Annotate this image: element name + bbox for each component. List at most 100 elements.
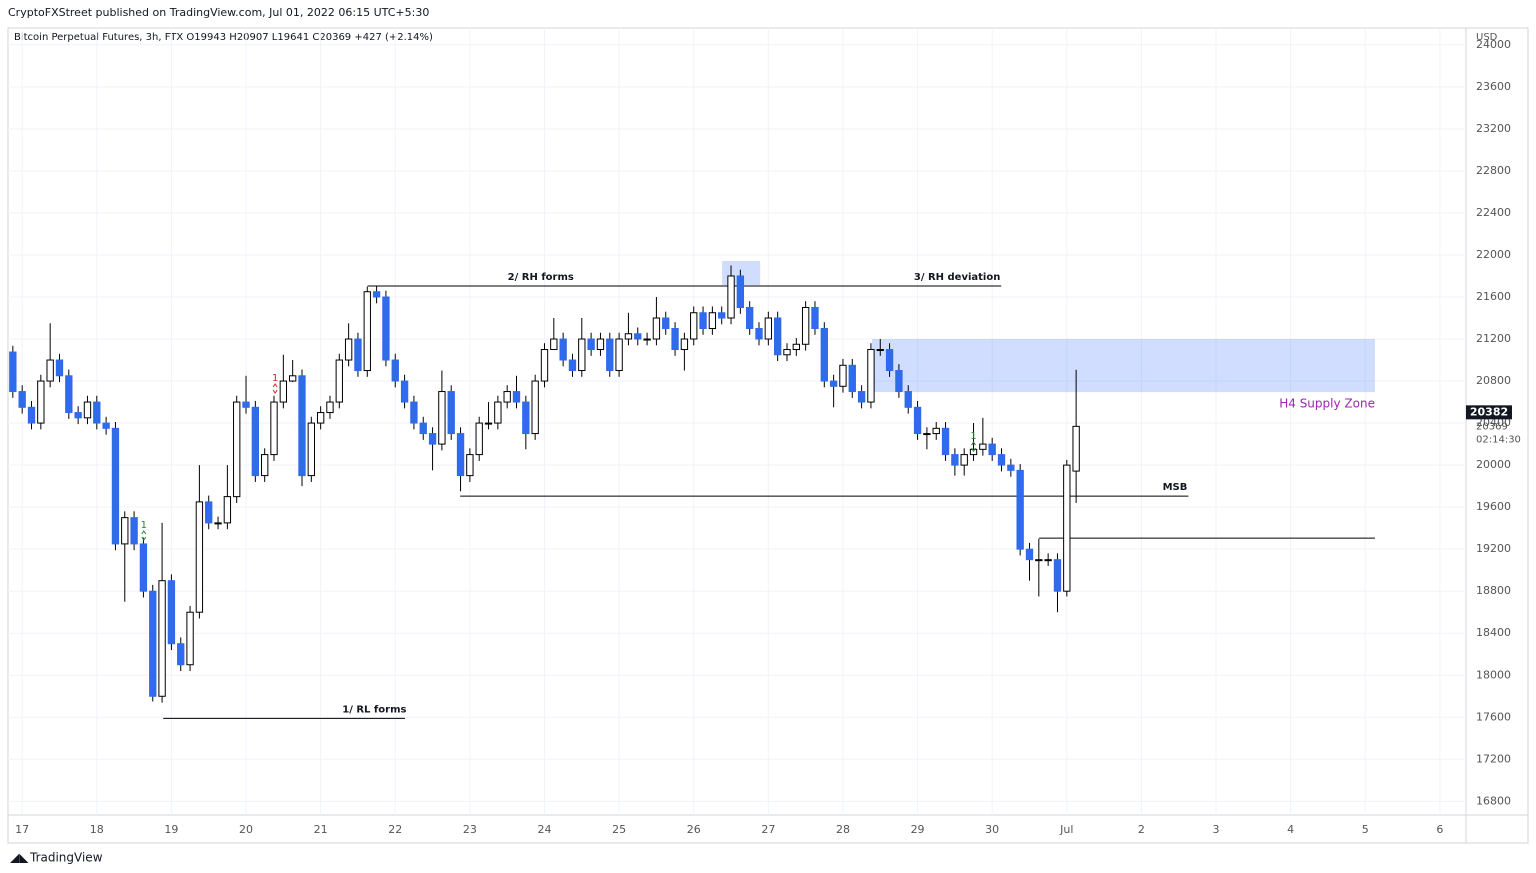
candle-body	[885, 349, 894, 372]
candle-body	[540, 349, 549, 382]
countdown-label: 02:14:30	[1476, 434, 1521, 445]
candle-body	[652, 317, 661, 340]
candle-body	[372, 291, 381, 298]
candle-body	[186, 611, 194, 666]
candle-body	[410, 401, 418, 424]
candle-body	[839, 364, 847, 387]
published-line: CryptoFXStreet published on TradingView.…	[8, 6, 429, 19]
candle-body	[419, 422, 427, 435]
x-tick-label: 17	[15, 823, 29, 836]
candle-body	[139, 543, 148, 592]
zone	[872, 339, 1375, 393]
x-tick-label: 22	[388, 823, 402, 836]
x-tick-label: 3	[1213, 823, 1220, 836]
candle-body	[848, 364, 856, 393]
candle-body	[466, 454, 474, 477]
candle-body	[195, 501, 204, 613]
y-tick-label: 20000	[1476, 458, 1511, 471]
zone-label: H4 Supply Zone	[1279, 397, 1375, 411]
candle-body	[167, 580, 176, 645]
candle-body	[764, 317, 773, 340]
candle-body	[867, 349, 875, 403]
candle-body	[83, 401, 92, 419]
candle-body	[37, 380, 45, 424]
td-marker: 1	[141, 520, 147, 531]
candle-body	[130, 517, 138, 545]
candle-body	[829, 380, 838, 387]
y-tick-label: 18000	[1476, 668, 1511, 681]
x-tick-label: 6	[1436, 823, 1443, 836]
candle-body	[111, 427, 120, 545]
candle-body	[680, 338, 689, 351]
candle-body	[251, 406, 260, 477]
candle-body	[1007, 464, 1015, 471]
candle-body	[932, 427, 940, 435]
candle-body	[503, 391, 511, 403]
y-tick-label: 23200	[1476, 122, 1511, 135]
candle-body	[400, 380, 409, 403]
current-price-label: 20382	[1470, 405, 1508, 418]
candle-body	[363, 291, 371, 372]
candle-body	[512, 391, 521, 403]
candle-body	[1035, 559, 1043, 562]
candle-body	[242, 401, 250, 408]
candle-body	[988, 443, 996, 456]
y-tick-label: 21600	[1476, 290, 1511, 303]
candle-body	[522, 401, 530, 435]
candle-body	[382, 296, 390, 361]
candle-body	[634, 333, 642, 340]
candle-body	[857, 391, 866, 403]
candle-body	[960, 454, 968, 466]
candle-body	[1072, 425, 1080, 472]
candle-body	[9, 351, 17, 393]
candle-body	[27, 406, 36, 424]
candle-body	[326, 401, 334, 414]
y-tick-label: 21200	[1476, 332, 1511, 345]
candle-body	[876, 349, 884, 352]
y-tick-label: 19200	[1476, 542, 1511, 555]
candle-body	[55, 359, 64, 377]
candle-body	[671, 328, 679, 351]
candle-body	[428, 433, 437, 445]
x-tick-label: 28	[836, 823, 850, 836]
y-tick-label: 22800	[1476, 164, 1511, 177]
candle-body	[261, 454, 269, 477]
candle-body	[690, 312, 698, 340]
candle-body	[1016, 469, 1024, 550]
candle-body	[316, 412, 325, 424]
x-tick-label: 24	[537, 823, 551, 836]
candle-body	[18, 391, 26, 408]
y-tick-label: 19600	[1476, 500, 1511, 513]
candle-body	[149, 590, 157, 697]
x-tick-label: 26	[687, 823, 701, 836]
y-tick-label: 23600	[1476, 80, 1511, 93]
candle-body	[643, 338, 651, 341]
candle-body	[568, 359, 577, 372]
x-tick-label: Jul	[1059, 823, 1073, 836]
candle-body	[214, 522, 222, 525]
candle-body	[718, 312, 726, 319]
candle-body	[596, 338, 605, 351]
candle-body	[1053, 559, 1062, 592]
candle-body	[158, 580, 166, 697]
candle-body	[65, 375, 73, 414]
x-tick-label: 23	[463, 823, 477, 836]
td-marker-arrow	[272, 383, 278, 394]
td-marker-arrow	[971, 441, 976, 453]
candle-body	[298, 375, 306, 477]
candle-body	[335, 359, 343, 403]
td-marker: 1	[970, 431, 976, 442]
footer-logo: TradingView	[29, 851, 103, 865]
candle-body	[792, 343, 800, 351]
candle-body	[550, 338, 558, 351]
candle-body	[923, 433, 931, 436]
candle-body	[578, 338, 586, 372]
candle-body	[895, 370, 903, 393]
candle-body	[344, 338, 353, 361]
candle-body	[746, 306, 754, 330]
y-tick-label: 17600	[1476, 710, 1511, 723]
candle-body	[447, 391, 455, 435]
candle-body	[624, 333, 633, 340]
candle-body	[727, 275, 735, 319]
y-tick-label: 22400	[1476, 206, 1511, 219]
